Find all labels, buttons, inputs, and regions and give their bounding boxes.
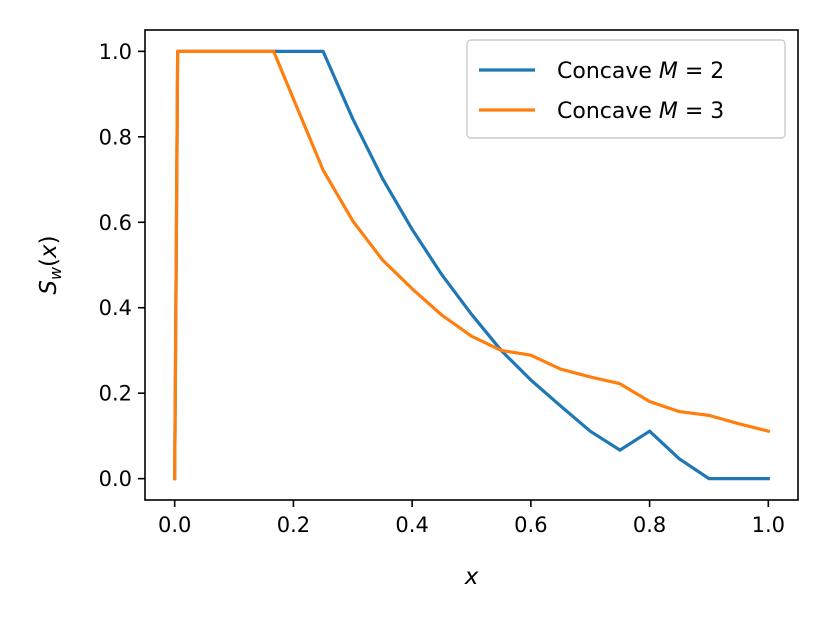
y-tick-label: 0.8 [99,125,132,149]
legend-entry-1: Concave M = 2 [557,59,724,84]
y-tick-label: 0.0 [99,467,132,491]
legend-entry-2: Concave M = 3 [557,99,724,124]
x-axis-ticks: 0.0 0.2 0.4 0.6 0.8 1.0 [158,500,785,537]
series-layer [173,49,771,481]
y-tick-label: 0.6 [99,211,132,235]
y-tick-label: 1.0 [99,40,132,64]
legend-box [466,39,786,139]
y-axis-ticks: 0.0 0.2 0.4 0.6 0.8 1.0 [99,40,145,491]
y-axis-label: Sw(x) [36,235,65,294]
x-tick-label: 0.8 [633,513,666,537]
legend: Concave M = 2 Concave M = 3 [466,39,786,139]
x-tick-label: 0.4 [395,513,428,537]
x-tick-label: 0.0 [158,513,191,537]
series-line-1 [173,49,770,481]
x-tick-label: 0.2 [277,513,310,537]
series-line-2 [173,49,771,481]
x-axis-label: x [464,564,479,590]
x-tick-label: 1.0 [752,513,785,537]
y-tick-label: 0.4 [99,296,132,320]
y-tick-label: 0.2 [99,382,132,406]
x-tick-label: 0.6 [514,513,547,537]
